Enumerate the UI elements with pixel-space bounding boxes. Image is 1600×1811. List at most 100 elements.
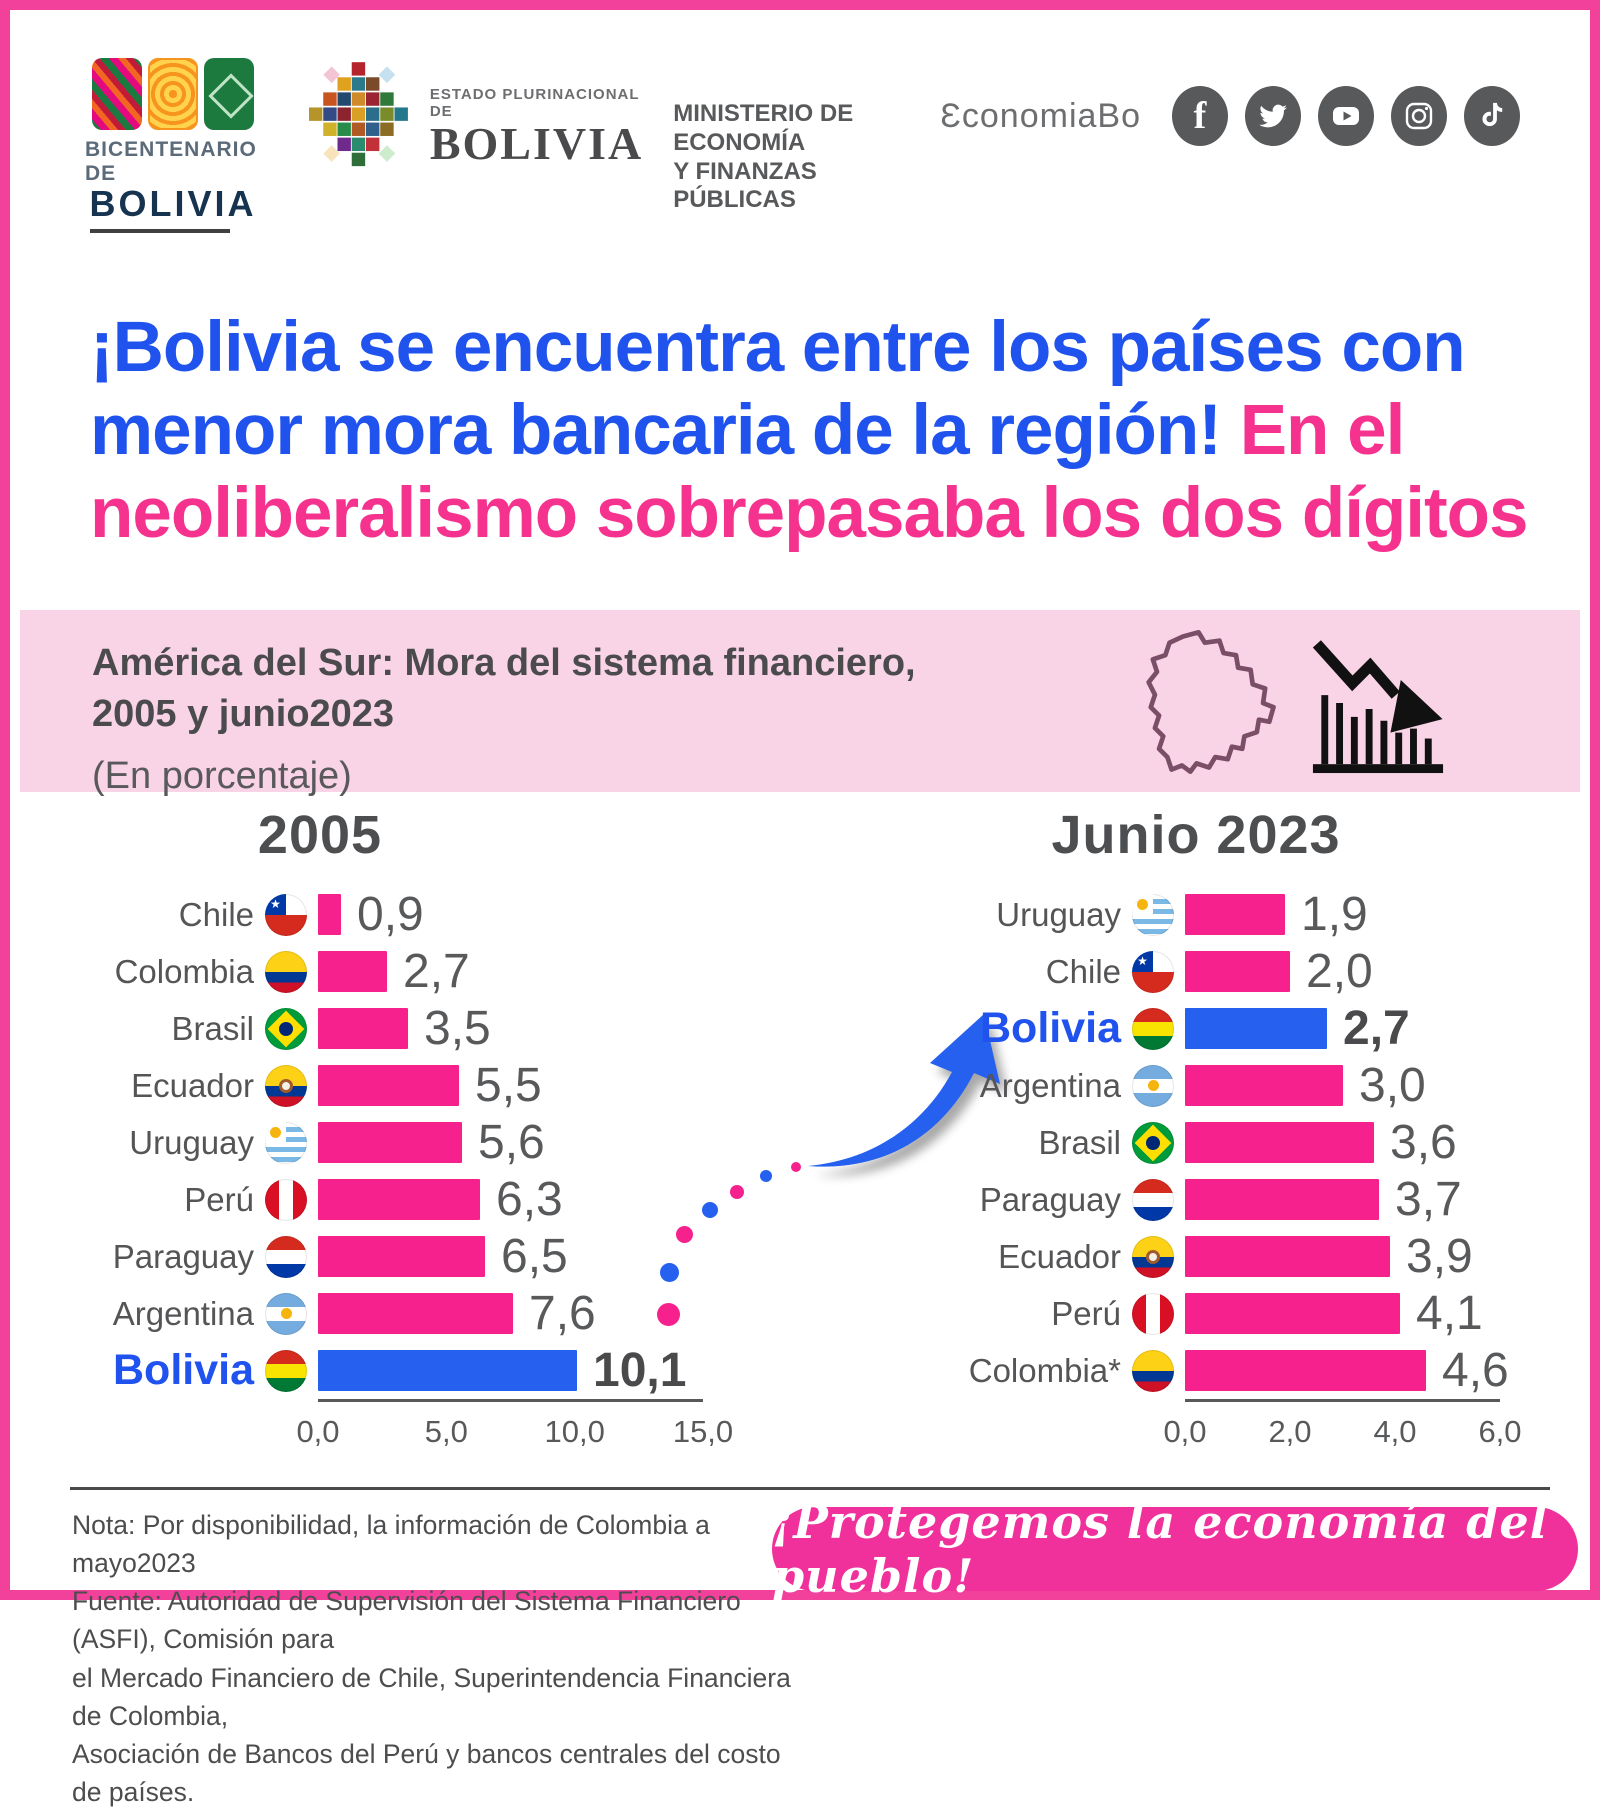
colombia-flag-icon [265, 950, 307, 993]
country-label: Paraguay [112, 1237, 254, 1275]
title-accent-rule [90, 229, 230, 233]
bar-plot: 5,5 [318, 1057, 734, 1114]
note-line: Fuente: Autoridad de Supervisión del Sis… [72, 1586, 741, 1655]
chart-junio-2023: Junio 2023 Uruguay1,9Chile2,0Bolivia2,7A… [961, 804, 1581, 1458]
note-line: el Mercado Financiero de Chile, Superint… [72, 1662, 791, 1731]
footer-note: Nota: Por disponibilidad, la información… [72, 1506, 792, 1811]
bar-plot: 4,1 [1185, 1285, 1581, 1342]
bar-value: 3,9 [1406, 1230, 1473, 1283]
bar-plot: 5,6 [318, 1114, 734, 1171]
axis-tick: 0,0 [296, 1414, 340, 1449]
title-pink-part: En el neoliberalismo sobrepasaba los dos… [90, 390, 1529, 553]
chart-junio-2023-title: Junio 2023 [1051, 805, 1341, 865]
bar-plot: 3,9 [1185, 1228, 1581, 1285]
estado-text-big: BOLIVIA [429, 118, 644, 169]
bar [1185, 1350, 1426, 1391]
bar-value: 6,5 [501, 1230, 568, 1283]
bar [1185, 1122, 1374, 1163]
estado-text-small: ESTADO PLURINACIONAL DE [429, 86, 640, 120]
page-title: ¡Bolivia se encuentra entre los países c… [90, 306, 1540, 555]
trend-dot-blue [702, 1202, 718, 1218]
chile-flag-icon [265, 893, 307, 936]
ministerio-line2: Y FINANZAS PÚBLICAS [673, 157, 817, 214]
country-label: Uruguay [129, 1123, 254, 1161]
bar-value: 4,6 [1442, 1344, 1509, 1397]
bar [318, 894, 341, 935]
bicentenario-stripes-icon [91, 58, 142, 130]
country-label: Bolivia [113, 1346, 254, 1394]
chart-row: Bolivia 10,1 [94, 1342, 734, 1399]
trend-dot-blue [660, 1263, 679, 1282]
country-label: Chile [178, 895, 254, 933]
trend-dot-pink [657, 1303, 680, 1326]
chart-row: Colombia* 4,6 [961, 1342, 1581, 1399]
ecuador-flag-icon [1132, 1235, 1174, 1278]
uruguay-flag-icon [265, 1121, 307, 1164]
axis-tick: 2,0 [1268, 1414, 1312, 1449]
country-label: Colombia* [968, 1351, 1121, 1389]
bar [318, 1065, 459, 1106]
chart-row: Uruguay 5,6 [94, 1114, 734, 1171]
bar-value: 2,7 [403, 945, 470, 998]
country-label: Uruguay [996, 895, 1121, 933]
country-label: Perú [1051, 1294, 1121, 1332]
country-label: Paraguay [979, 1180, 1121, 1218]
trend-connector [580, 1010, 1020, 1350]
bicentenario-text-small: BICENTENARIO DE [85, 138, 257, 185]
paraguay-flag-icon [265, 1235, 307, 1278]
ministerio-label: MINISTERIO DE ECONOMÍA Y FINANZAS PÚBLIC… [673, 100, 940, 215]
infographic-canvas: BICENTENARIO DE BOLIVIA ESTADO PLURINACI… [0, 0, 1600, 1600]
bar-plot: 2,0 [1185, 943, 1581, 1000]
chart-row: Paraguay 3,7 [961, 1171, 1581, 1228]
country-label: Brasil [1038, 1123, 1121, 1161]
bar-value: 5,6 [478, 1116, 545, 1169]
axis-tick: 4,0 [1373, 1414, 1417, 1449]
facebook-icon[interactable]: f [1172, 86, 1228, 146]
bar-plot: 3,5 [318, 1000, 734, 1057]
chart-row: Uruguay 1,9 [961, 886, 1581, 943]
bar-plot: 2,7 [318, 943, 734, 1000]
bar-plot: 6,5 [318, 1228, 734, 1285]
footer-rule [70, 1487, 1550, 1490]
chart-row: Ecuador 5,5 [94, 1057, 734, 1114]
bar [318, 1008, 408, 1049]
chart-row: Colombia 2,7 [94, 943, 734, 1000]
chart-2005-axis: 0,0 5,0 10,0 15,0 [296, 1399, 733, 1458]
ministerio-line1: MINISTERIO DE ECONOMÍA [673, 100, 854, 156]
bar [318, 1179, 480, 1220]
banner-text: América del Sur: Mora del sistema financ… [92, 638, 916, 798]
paraguay-flag-icon [1132, 1178, 1174, 1221]
country-label: Colombia [114, 952, 254, 990]
chart-row: Bolivia 2,7 [961, 1000, 1581, 1057]
country-label: Argentina [979, 1066, 1121, 1104]
declining-chart-icon [1312, 640, 1444, 774]
bolivia-flag-icon [1132, 1007, 1174, 1050]
bar-value: 3,6 [1390, 1116, 1457, 1169]
bar-value: 2,7 [1343, 1002, 1410, 1055]
title-blue-part: ¡Bolivia se encuentra entre los países c… [90, 307, 1466, 470]
tiktok-icon[interactable] [1464, 86, 1520, 146]
banner-heading-line2: 2005 y junio2023 [92, 693, 395, 736]
bolivia-flag-icon [265, 1349, 307, 1392]
bicentenario-text-big: BOLIVIA [89, 183, 257, 224]
twitter-icon[interactable] [1245, 86, 1301, 146]
bar-value: 4,1 [1416, 1287, 1483, 1340]
chart-row: Chile 0,9 [94, 886, 734, 943]
country-label: Ecuador [998, 1237, 1121, 1275]
chart-row: Perú 4,1 [961, 1285, 1581, 1342]
axis-tick: 5,0 [424, 1414, 468, 1449]
youtube-icon[interactable] [1318, 86, 1374, 146]
bar [318, 1236, 485, 1277]
axis-tick: 10,0 [544, 1414, 605, 1449]
bar [318, 951, 387, 992]
chart-junio-2023-rows: Uruguay 1,9 Chile 2,0 Bolivia 2,7 Argentina 3,0… [961, 886, 1581, 1399]
ecuador-flag-icon [265, 1064, 307, 1107]
chart-row: Argentina 7,6 [94, 1285, 734, 1342]
axis-tick: 0,0 [1163, 1414, 1207, 1449]
peru-flag-icon [1132, 1292, 1174, 1335]
chart-row: Brasil 3,6 [961, 1114, 1581, 1171]
chart-junio-2023-axis: 0,0 2,0 4,0 6,0 [1163, 1399, 1522, 1458]
slogan-text: ¡Protegemos la economía del pueblo! [772, 1495, 1549, 1603]
trend-dot-pink [730, 1185, 744, 1199]
instagram-icon[interactable] [1391, 86, 1447, 146]
